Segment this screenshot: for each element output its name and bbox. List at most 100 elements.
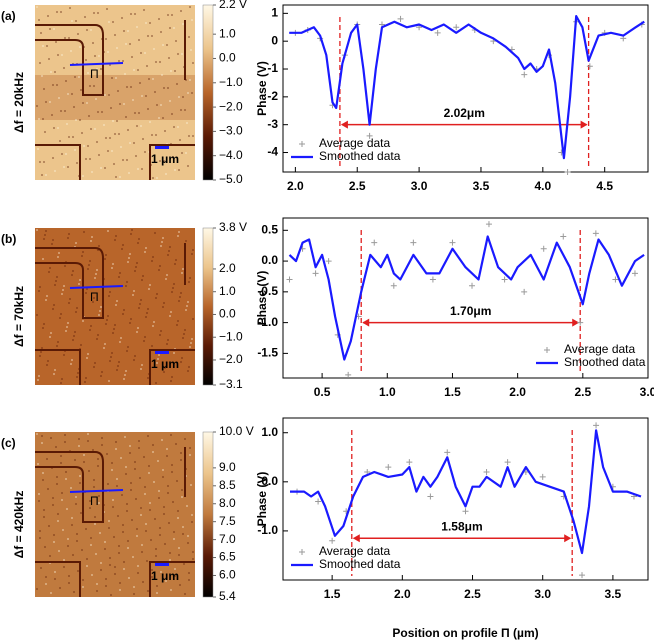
scale-bar xyxy=(155,351,169,354)
map-speckle xyxy=(40,32,42,34)
map-speckle xyxy=(76,162,78,164)
map-speckle xyxy=(159,527,161,529)
map-speckle xyxy=(126,510,128,512)
map-speckle xyxy=(41,442,43,444)
map-speckle xyxy=(192,558,194,560)
map-speckle xyxy=(89,329,91,331)
map-speckle xyxy=(149,502,151,504)
map-speckle xyxy=(155,555,157,557)
map-speckle xyxy=(166,448,168,450)
map-speckle xyxy=(71,93,73,95)
x-tick-label: 2.5 xyxy=(574,385,591,399)
map-speckle xyxy=(46,458,48,460)
map-speckle xyxy=(112,506,114,508)
map-speckle xyxy=(46,295,48,297)
map-speckle xyxy=(96,338,98,340)
map-speckle xyxy=(118,545,120,547)
map-speckle xyxy=(177,53,179,55)
legend-label: Average data xyxy=(564,342,635,356)
map-speckle xyxy=(191,19,193,21)
colorbar-tick-label: 2.2 V xyxy=(219,0,247,11)
map-speckle xyxy=(72,339,74,341)
map-speckle xyxy=(140,52,142,54)
legend-label: Smoothed data xyxy=(319,149,401,163)
data-point xyxy=(593,422,600,429)
data-point xyxy=(371,239,378,246)
map-speckle xyxy=(56,483,58,485)
map-speckle xyxy=(110,107,112,109)
map-speckle xyxy=(108,21,110,23)
map-speckle xyxy=(174,575,176,577)
map-speckle xyxy=(103,124,105,126)
map-speckle xyxy=(118,361,120,363)
map-speckle xyxy=(139,303,141,305)
map-speckle xyxy=(91,171,93,173)
map-speckle xyxy=(151,134,153,136)
x-tick-label: 2.5 xyxy=(464,587,481,601)
map-speckle xyxy=(53,534,55,536)
map-speckle xyxy=(70,50,72,52)
map-speckle xyxy=(136,535,138,537)
map-speckle xyxy=(137,572,139,574)
map-speckle xyxy=(44,234,46,236)
map-speckle xyxy=(59,587,61,589)
map-speckle xyxy=(120,146,122,148)
map-speckle xyxy=(124,436,126,438)
map-speckle xyxy=(74,459,76,461)
map-speckle xyxy=(116,47,118,49)
data-point xyxy=(449,239,456,246)
map-speckle xyxy=(119,272,121,274)
map-speckle xyxy=(90,128,92,130)
map-speckle xyxy=(162,44,164,46)
map-speckle xyxy=(175,40,177,42)
map-speckle xyxy=(97,12,99,14)
map-speckle xyxy=(117,90,119,92)
map-speckle xyxy=(138,447,140,449)
map-speckle xyxy=(47,360,49,362)
map-speckle xyxy=(39,62,41,64)
map-speckle xyxy=(188,36,190,38)
map-speckle xyxy=(105,578,107,580)
map-speckle xyxy=(122,244,124,246)
data-point xyxy=(579,572,586,579)
map-speckle xyxy=(171,291,173,293)
map-speckle xyxy=(127,30,129,32)
y-tick-label: 0.0 xyxy=(261,253,278,267)
map-speckle xyxy=(145,95,147,97)
legend-symbol xyxy=(299,141,305,147)
map-speckle xyxy=(70,487,72,489)
map-speckle xyxy=(98,314,100,316)
map-speckle xyxy=(122,313,124,315)
map-speckle xyxy=(62,529,64,531)
map-speckle xyxy=(80,512,82,514)
map-speckle xyxy=(145,22,147,24)
map-speckle xyxy=(107,315,109,317)
distance-label: 2.02μm xyxy=(444,106,485,120)
map-speckle xyxy=(67,538,69,540)
map-speckle xyxy=(85,158,87,160)
colorbar-tick-label: 9.0 xyxy=(219,460,236,474)
map-speckle xyxy=(118,552,120,554)
map-speckle xyxy=(43,161,45,163)
map-speckle xyxy=(107,483,109,485)
map-speckle xyxy=(158,497,160,499)
map-speckle xyxy=(173,352,175,354)
map-speckle xyxy=(90,537,92,539)
map-speckle xyxy=(69,298,71,300)
map-speckle xyxy=(162,237,164,239)
map-speckle xyxy=(133,142,135,144)
map-speckle xyxy=(115,235,117,237)
colorbar-tick-label: 2.0 xyxy=(219,261,236,275)
map-speckle xyxy=(170,70,172,72)
map-speckle xyxy=(185,309,187,311)
map-speckle xyxy=(38,290,40,292)
legend-label: Smoothed data xyxy=(564,355,646,369)
map-speckle xyxy=(109,557,111,559)
map-speckle xyxy=(100,167,102,169)
map-speckle xyxy=(137,327,139,329)
map-speckle xyxy=(144,251,146,253)
map-speckle xyxy=(152,256,154,258)
map-speckle xyxy=(99,310,101,312)
map-speckle xyxy=(165,278,167,280)
map-speckle xyxy=(36,314,38,316)
